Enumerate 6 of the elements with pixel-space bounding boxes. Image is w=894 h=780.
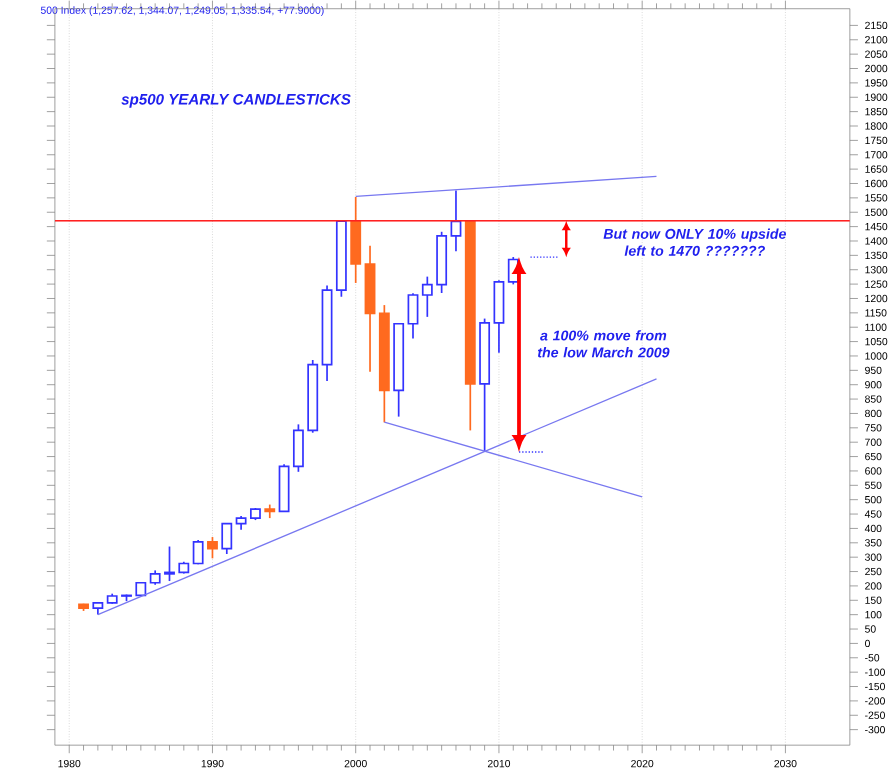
candlestick: [207, 536, 218, 560]
candlestick: [493, 279, 505, 354]
candlestick: [221, 522, 233, 556]
candlestick: [350, 196, 362, 284]
candlestick: [407, 292, 419, 340]
candlestick: [192, 539, 204, 566]
